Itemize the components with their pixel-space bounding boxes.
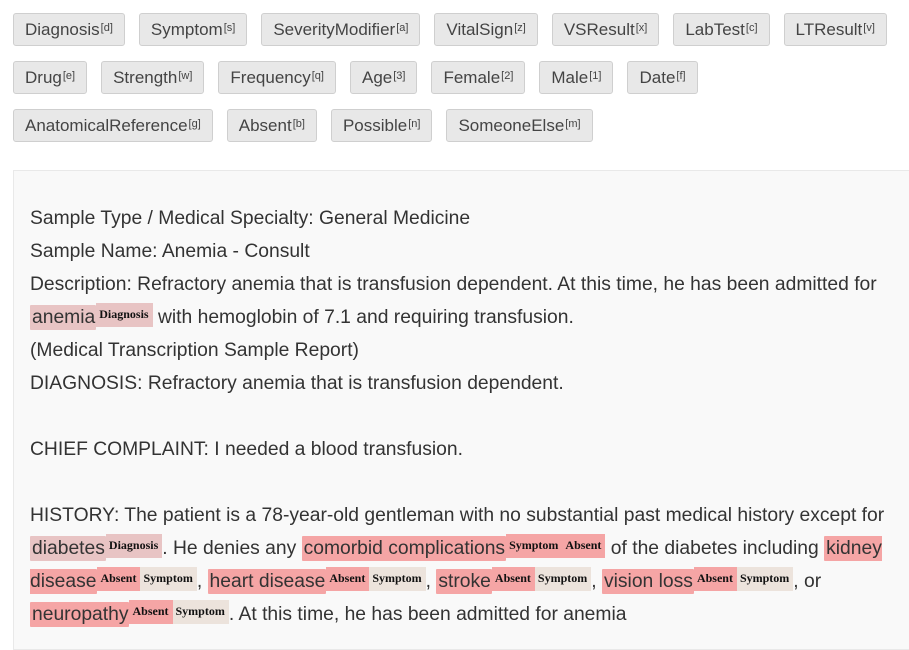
tag-vital-sign[interactable]: VitalSign [z]	[434, 13, 538, 46]
label-symptom[interactable]: Symptom	[172, 600, 229, 624]
tag-diagnosis[interactable]: Diagnosis [d]	[13, 13, 125, 46]
entity-comorbid-complications[interactable]: comorbid complications	[301, 536, 507, 561]
label-absent[interactable]: Absent	[97, 567, 141, 591]
description-paragraph: Description: Refractory anemia that is t…	[30, 268, 893, 334]
text-run: ,	[425, 571, 437, 592]
text-run: Description: Refractory anemia that is t…	[30, 274, 877, 295]
text-run: of the diabetes including	[605, 538, 825, 559]
sample-name-line: Sample Name: Anemia - Consult	[30, 241, 310, 262]
label-symptom[interactable]: Symptom	[736, 567, 794, 591]
tag-age[interactable]: Age [3]	[349, 61, 418, 94]
history-paragraph: HISTORY: The patient is a 78-year-old ge…	[30, 499, 893, 631]
tag-male[interactable]: Male [1]	[539, 61, 614, 94]
entity-neuropathy[interactable]: neuropathy	[30, 602, 130, 627]
text-run: HISTORY: The patient is a 78-year-old ge…	[30, 505, 885, 526]
text-run: ,	[196, 571, 208, 592]
entity-diabetes[interactable]: diabetes	[30, 536, 106, 561]
text-run: . He denies any	[162, 538, 302, 559]
label-absent[interactable]: Absent	[491, 567, 535, 591]
chief-complaint-line: CHIEF COMPLAINT: I needed a blood transf…	[30, 439, 463, 460]
label-diagnosis[interactable]: Diagnosis	[105, 534, 163, 558]
label-absent[interactable]: Absent	[326, 567, 370, 591]
tag-lt-result[interactable]: LTResult [v]	[783, 13, 887, 46]
text-run: . At this time, he has been admitted for…	[228, 604, 627, 625]
label-symptom[interactable]: Symptom	[140, 567, 197, 591]
tag-lab-test[interactable]: LabTest [c]	[673, 13, 770, 46]
text-run: , or	[793, 571, 822, 592]
label-symptom[interactable]: Symptom	[506, 534, 563, 558]
label-symptom[interactable]: Symptom	[534, 567, 592, 591]
label-symptom[interactable]: Symptom	[369, 567, 426, 591]
sample-type-line: Sample Type / Medical Specialty: General…	[30, 208, 471, 229]
label-absent[interactable]: Absent	[562, 534, 606, 558]
entity-heart-disease[interactable]: heart disease	[207, 569, 327, 594]
text-run: with hemoglobin of 7.1 and requiring tra…	[152, 307, 574, 328]
spacer	[30, 400, 893, 433]
entity-stroke[interactable]: stroke	[436, 569, 492, 594]
tag-date[interactable]: Date [f]	[627, 61, 698, 94]
tag-female[interactable]: Female [2]	[431, 61, 526, 94]
spacer	[30, 466, 893, 499]
tag-vs-result[interactable]: VSResult [x]	[551, 13, 660, 46]
diagnosis-line: DIAGNOSIS: Refractory anemia that is tra…	[30, 373, 564, 394]
tag-drug[interactable]: Drug [e]	[13, 61, 88, 94]
source-line: (Medical Transcription Sample Report)	[30, 340, 359, 361]
tag-someone-else[interactable]: SomeoneElse [m]	[446, 109, 593, 142]
tag-anatomical-reference[interactable]: AnatomicalReference [g]	[13, 109, 213, 142]
document-panel: Sample Type / Medical Specialty: General…	[13, 170, 909, 650]
tag-absent[interactable]: Absent [b]	[226, 109, 317, 142]
entity-anemia[interactable]: anemia	[30, 305, 97, 330]
text-run: ,	[591, 571, 602, 592]
tag-strength[interactable]: Strength [w]	[101, 61, 205, 94]
tag-symptom[interactable]: Symptom [s]	[138, 13, 248, 46]
label-absent[interactable]: Absent	[129, 600, 173, 624]
tag-severity-modifier[interactable]: SeverityModifier [a]	[261, 13, 421, 46]
label-absent[interactable]: Absent	[693, 567, 737, 591]
entity-tag-bar: Diagnosis [d] Symptom [s] SeverityModifier…	[13, 13, 893, 142]
entity-vision-loss[interactable]: vision loss	[601, 569, 694, 594]
tag-frequency[interactable]: Frequency [q]	[218, 61, 336, 94]
label-diagnosis[interactable]: Diagnosis	[96, 303, 153, 327]
tag-possible[interactable]: Possible [n]	[330, 109, 433, 142]
